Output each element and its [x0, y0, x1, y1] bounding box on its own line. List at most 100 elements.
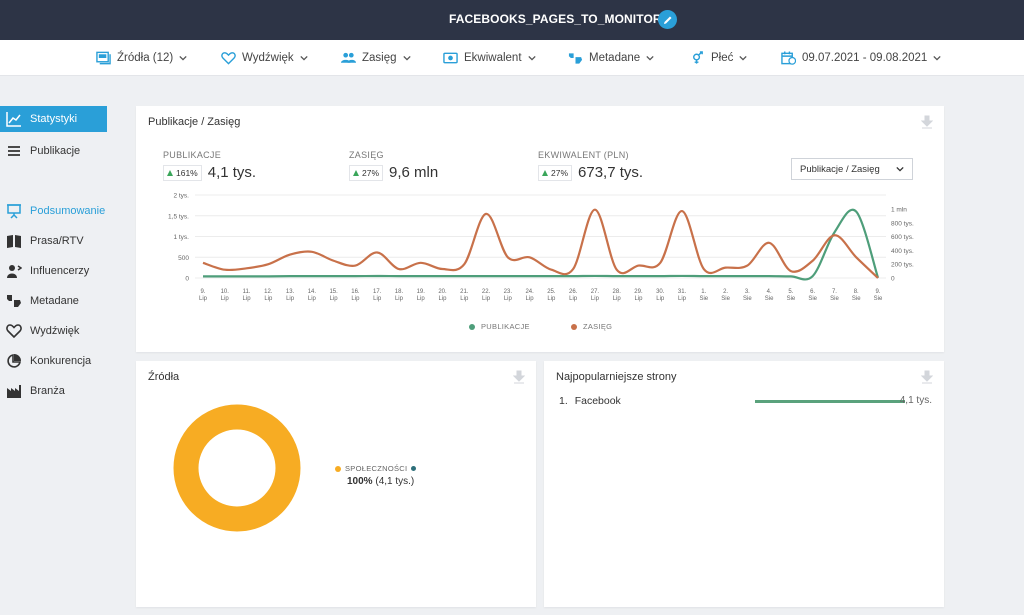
metric-label: PUBLIKACJE: [163, 150, 222, 160]
competition-icon: [7, 354, 21, 368]
thumbs-icon: [568, 53, 583, 64]
y-left-tick-label: 1,5 tys.: [168, 213, 189, 220]
filter-sources[interactable]: Źródła (12): [96, 51, 187, 65]
sidebar-item-label: Influencerzy: [30, 265, 90, 277]
filter-gender[interactable]: Płeć: [690, 51, 748, 65]
change-value: 27%: [551, 167, 569, 178]
x-tick-label: 12. Lip: [264, 289, 273, 302]
item-value: 4,1 tys.: [899, 395, 932, 406]
y-right-tick-label: 600 tys.: [891, 234, 914, 241]
x-tick-label: 10. Lip: [221, 289, 230, 302]
x-tick-label: 9. Sie: [874, 289, 883, 302]
legend-label: ZASIĘG: [583, 322, 613, 331]
sidebar-item-konkurencja[interactable]: Konkurencja: [0, 348, 120, 374]
x-tick-label: 6. Sie: [808, 289, 817, 302]
download-icon[interactable]: [921, 115, 933, 129]
project-selector[interactable]: FACEBOOKS_PAGES_TO_MONITOR: [449, 12, 674, 26]
x-tick-label: 25. Lip: [547, 289, 556, 302]
pie-slice-spolecznosci[interactable]: [173, 404, 301, 532]
x-tick-label: 3. Sie: [743, 289, 752, 302]
chevron-down-icon: [300, 55, 308, 61]
filter-reach[interactable]: Zasięg: [341, 51, 411, 65]
pie-chart: [173, 404, 301, 532]
x-tick-label: 16. Lip: [351, 289, 360, 302]
filter-equivalent[interactable]: Ekwiwalent: [443, 51, 536, 65]
y-right-tick-label: 800 tys.: [891, 220, 914, 227]
sidebar-item-prasa-rtv[interactable]: Prasa/RTV: [0, 228, 120, 254]
x-tick-label: 15. Lip: [329, 289, 338, 302]
legend-label: SPOŁECZNOŚCI: [345, 464, 408, 473]
x-tick-label: 21. Lip: [460, 289, 469, 302]
y-left-tick-label: 500: [178, 255, 189, 262]
list-item[interactable]: 1. Facebook 4,1 tys.: [559, 395, 934, 409]
metric-ekwiwalent: EKWIWALENT (PLN) 27% 673,7 tys.: [538, 150, 643, 181]
change-badge: 27%: [349, 164, 384, 181]
metric-label: EKWIWALENT (PLN): [538, 150, 629, 160]
sidebar-item-label: Metadane: [30, 295, 79, 307]
filter-gender-label: Płeć: [711, 52, 734, 64]
download-icon[interactable]: [513, 370, 525, 384]
x-tick-label: 9. Lip: [199, 289, 208, 302]
x-tick-label: 1. Sie: [699, 289, 708, 302]
filter-sentiment[interactable]: Wydźwięk: [221, 51, 308, 65]
sidebar-item-publikacje[interactable]: Publikacje: [0, 138, 120, 164]
metric-value: 4,1 tys.: [207, 164, 257, 181]
sidebar-item-label: Podsumowanie: [30, 205, 106, 217]
top-bar: FACEBOOKS_PAGES_TO_MONITOR: [0, 0, 1024, 40]
chevron-down-icon: [933, 55, 941, 61]
gender-icon: [693, 51, 703, 64]
chevron-down-icon: [646, 55, 654, 61]
y-left-tick-label: 1 tys.: [173, 234, 189, 241]
legend-percent: 100%: [347, 476, 373, 487]
chart-type-select[interactable]: Publikacje / Zasięg: [791, 158, 913, 180]
card-title: Publikacje / Zasięg: [148, 116, 241, 128]
presentation-icon: [7, 204, 21, 219]
x-tick-label: 8. Sie: [852, 289, 861, 302]
calendar-icon: [781, 51, 796, 65]
item-bar: [755, 400, 905, 403]
item-name: Facebook: [574, 395, 621, 407]
sidebar-item-branza[interactable]: Branża: [0, 378, 120, 404]
sources-icon: [96, 51, 111, 65]
filter-metadata[interactable]: Metadane: [568, 51, 654, 65]
x-tick-label: 4. Sie: [765, 289, 774, 302]
x-tick-label: 19. Lip: [417, 289, 426, 302]
sidebar-item-metadane[interactable]: Metadane: [0, 288, 120, 314]
chevron-down-icon: [402, 55, 411, 61]
sidebar-item-statystyki[interactable]: Statystyki: [0, 106, 107, 132]
list-icon: [8, 146, 20, 156]
sidebar-item-label: Prasa/RTV: [30, 235, 84, 247]
sidebar-item-label: Statystyki: [30, 113, 78, 125]
sidebar-item-label: Branża: [30, 385, 65, 397]
y-left-tick-label: 2 tys.: [173, 193, 189, 200]
sidebar: Statystyki Publikacje Podsumowanie Prasa…: [0, 76, 120, 615]
sidebar-item-label: Wydźwięk: [30, 325, 80, 337]
heart-icon: [6, 324, 22, 339]
edit-project-button[interactable]: [658, 10, 677, 29]
up-arrow-icon: [353, 169, 359, 176]
chevron-down-icon: [739, 55, 748, 61]
metric-value: 673,7 tys.: [578, 164, 644, 181]
change-badge: 27%: [538, 164, 573, 181]
sidebar-item-label: Publikacje: [30, 145, 81, 157]
sidebar-item-podsumowanie[interactable]: Podsumowanie: [0, 198, 120, 224]
info-dot-icon: [411, 466, 417, 471]
metric-zasieg: ZASIĘG 27% 9,6 mln: [349, 150, 438, 181]
x-tick-label: 22. Lip: [482, 289, 491, 302]
download-icon[interactable]: [921, 370, 933, 384]
filter-date-range-label: 09.07.2021 - 09.08.2021: [802, 52, 928, 64]
project-name: FACEBOOKS_PAGES_TO_MONITOR: [449, 12, 662, 26]
sidebar-item-label: Konkurencja: [30, 355, 92, 367]
publications-reach-card: Publikacje / Zasięg PUBLIKACJE 161% 4,1 …: [136, 106, 944, 352]
sidebar-item-influencerzy[interactable]: Influencerzy: [0, 258, 120, 284]
x-tick-label: 11. Lip: [243, 289, 252, 302]
sources-card: Źródła SPOŁECZNOŚCI 100% (4,1 tys.): [136, 361, 536, 607]
x-tick-label: 28. Lip: [613, 289, 622, 302]
chevron-down-icon: [179, 55, 187, 61]
change-value: 27%: [362, 167, 380, 178]
legend-item-zasieg[interactable]: ZASIĘG: [571, 322, 612, 331]
metric-label: ZASIĘG: [349, 150, 384, 160]
sidebar-item-wydzwiek[interactable]: Wydźwięk: [0, 318, 120, 344]
legend-item-publikacje[interactable]: PUBLIKACJE: [469, 322, 530, 331]
filter-date-range[interactable]: 09.07.2021 - 09.08.2021: [781, 51, 941, 65]
